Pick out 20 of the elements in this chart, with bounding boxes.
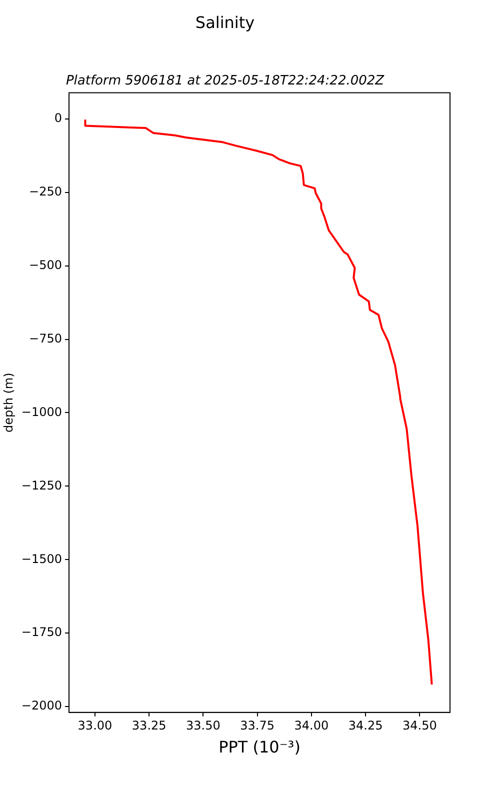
chart-title: Salinity xyxy=(195,12,255,32)
y-tick-label: −750 xyxy=(29,331,62,346)
x-tick-label: 34.50 xyxy=(402,718,437,733)
y-tick-label: −2000 xyxy=(21,698,62,713)
x-tick-label: 33.00 xyxy=(78,718,112,733)
y-tick-label: −1250 xyxy=(21,478,62,492)
x-axis-title: PPT (10⁻³) xyxy=(218,738,300,757)
x-tick-label: 33.25 xyxy=(132,718,166,733)
x-tick-label: 34.25 xyxy=(348,718,383,733)
y-tick-label: −1500 xyxy=(21,552,62,566)
x-tick-label: 33.75 xyxy=(240,718,275,733)
y-tick-label: 0 xyxy=(54,111,62,126)
chart-subtitle: Platform 5906181 at 2025-05-18T22:24:22.002Z xyxy=(66,73,386,88)
y-tick-label: −500 xyxy=(29,258,62,272)
x-tick-label: 33.50 xyxy=(186,718,220,733)
x-tick-label: 34.00 xyxy=(294,718,329,733)
y-tick-label: −1750 xyxy=(21,625,62,640)
y-tick-label: −250 xyxy=(29,184,62,199)
y-axis-title: depth (m) xyxy=(1,372,16,432)
y-tick-label: −1000 xyxy=(21,404,62,419)
